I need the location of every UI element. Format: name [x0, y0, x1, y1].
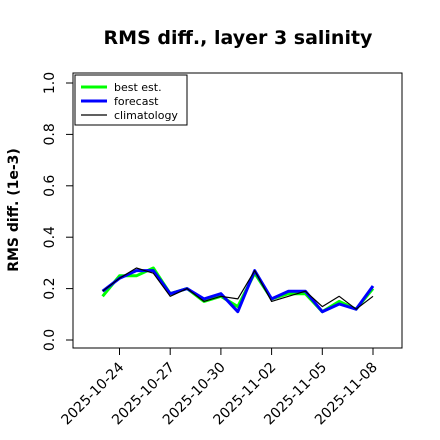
plot-frame — [72, 72, 403, 349]
legend-label: forecast — [114, 95, 159, 108]
legend-label: best est. — [114, 81, 162, 94]
y-tick-label: 0.6 — [42, 175, 58, 197]
series-line-climatology — [102, 267, 374, 310]
y-tick-label: 1.0 — [42, 72, 58, 94]
series-layer — [101, 266, 375, 314]
y-tick-label: 0.2 — [42, 277, 58, 299]
legend-label: climatology — [114, 109, 178, 122]
y-tick-label: 0.8 — [42, 123, 58, 145]
series-line-best-est — [101, 266, 375, 314]
y-axis: 0.0 0.2 0.4 0.6 0.8 1.0 — [42, 72, 73, 351]
y-tick-label: 0.0 — [42, 329, 58, 351]
chart-title: RMS diff., layer 3 salinity — [104, 27, 374, 49]
series-line-forecast — [101, 269, 375, 314]
x-axis: 2025-10-242025-10-272025-10-302025-11-02… — [58, 348, 381, 428]
y-axis-label: RMS diff. (1e-3) — [6, 148, 22, 272]
y-tick-label: 0.4 — [42, 226, 58, 248]
